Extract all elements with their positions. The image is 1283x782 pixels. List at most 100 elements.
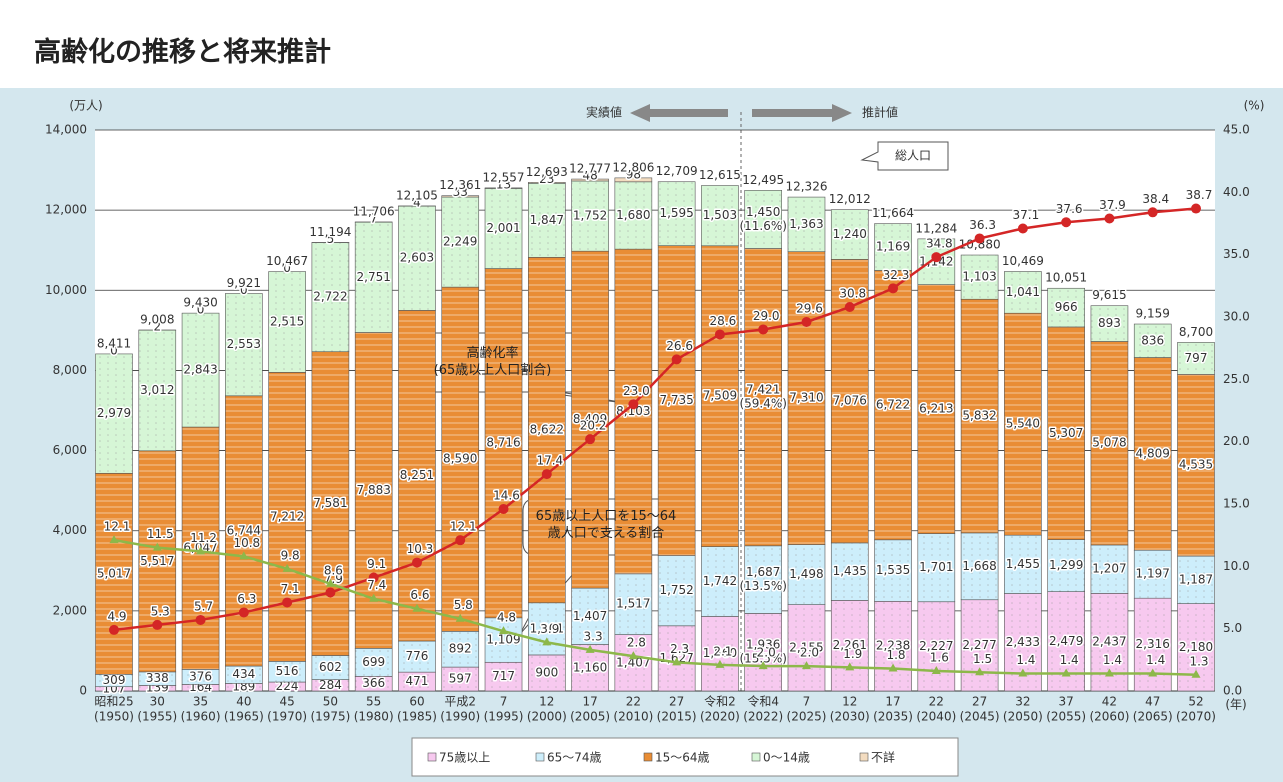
total-label: 10,469 <box>1002 254 1044 268</box>
line-point <box>542 637 552 646</box>
x-tick-label: 32 <box>1015 695 1030 709</box>
bar-segment <box>614 248 653 575</box>
bar-segment <box>95 353 133 474</box>
bar-segment <box>960 254 999 300</box>
line-label: 2.1 <box>713 644 732 658</box>
bar-label: 98 <box>626 167 641 181</box>
bar-segment <box>527 257 566 604</box>
line-point <box>1147 207 1158 218</box>
line-label: 10.8 <box>233 536 260 550</box>
line-label: 12.1 <box>450 520 477 534</box>
y-tick-label: 2,000 <box>53 603 87 617</box>
total-label: 11,284 <box>915 221 957 235</box>
bar-label: 2,979 <box>97 406 131 420</box>
line-label: 37.9 <box>1099 198 1126 212</box>
line-point <box>845 662 855 671</box>
x-tick-label: 7 <box>500 695 508 709</box>
line-label: 10.3 <box>407 542 434 556</box>
line-point <box>585 644 595 653</box>
bar-label: 7,883 <box>357 483 391 497</box>
x-tick-year: (2050) <box>1003 710 1043 724</box>
line-point <box>628 399 639 410</box>
x-tick-label: 55 <box>366 695 381 709</box>
total-label: 10,467 <box>266 254 308 268</box>
legend-swatch <box>535 752 545 762</box>
bar-label: 1,936 <box>746 638 780 652</box>
y-tick-label: 0 <box>79 684 87 698</box>
bar-label: 699 <box>362 655 385 669</box>
line-point <box>325 578 335 587</box>
line-point <box>801 316 812 327</box>
bar-segment <box>268 372 306 662</box>
bar-segment <box>484 268 523 619</box>
bar-segment <box>527 602 566 656</box>
total-label: 8,700 <box>1179 325 1213 339</box>
line-label: 4.9 <box>107 609 126 623</box>
y2-tick-label: 25.0 <box>1223 372 1250 386</box>
bar-segment <box>181 312 220 428</box>
line-label: 9.8 <box>281 548 300 562</box>
bar-label: 602 <box>319 660 342 674</box>
x-tick-year: (2022) <box>743 710 783 724</box>
bar-label: 1,240 <box>833 227 867 241</box>
line-label: 34.8 <box>926 237 953 251</box>
bar-segment <box>311 655 350 680</box>
total-callout-text: 総人口 <box>895 149 931 163</box>
bar-label: 7,212 <box>270 509 304 523</box>
bar-segment <box>484 661 523 692</box>
line-point <box>1191 203 1201 214</box>
bar-segment <box>874 270 912 541</box>
x-tick-label: 35 <box>193 695 208 709</box>
line-point <box>541 469 552 480</box>
bar-segment <box>874 601 912 692</box>
bar-label: 1,109 <box>486 633 520 647</box>
bar-label: 2,155 <box>789 640 823 654</box>
line-label: 1.4 <box>1016 653 1035 667</box>
x-tick-label: 27 <box>972 695 987 709</box>
bar-label: 797 <box>1185 351 1208 365</box>
bar-segment <box>830 600 869 692</box>
bar-label: 6,722 <box>876 398 910 412</box>
line-label: 1.4 <box>1060 653 1079 667</box>
total-label: 9,921 <box>227 276 261 290</box>
bar-label: 1,517 <box>616 597 650 611</box>
x-unit: (年) <box>1225 698 1246 712</box>
line-label: 5.8 <box>454 598 473 612</box>
bar-segment <box>874 223 912 271</box>
bar-label: 5,517 <box>140 554 174 568</box>
y2-tick-label: 20.0 <box>1223 434 1250 448</box>
bar-segment <box>917 533 956 603</box>
bar-segment <box>787 604 826 692</box>
bar-label: 3,012 <box>140 383 174 397</box>
bar-segment <box>917 601 956 692</box>
x-tick-year: (1970) <box>267 710 307 724</box>
bar-label: 309 <box>103 673 126 687</box>
x-tick-label: 12 <box>842 695 857 709</box>
bar-label: 516 <box>276 664 299 678</box>
line-label: 37.1 <box>1013 208 1040 222</box>
bar-label: 966 <box>1055 300 1078 314</box>
x-tick-label: 22 <box>626 695 641 709</box>
line-label: 30.8 <box>839 287 866 301</box>
line-point <box>152 619 163 630</box>
bar-label: 8,716 <box>486 436 520 450</box>
line-point <box>195 614 206 625</box>
line-point <box>672 657 682 666</box>
total-label: 8,411 <box>97 336 131 350</box>
bar-label: 1,301 <box>530 621 564 635</box>
line-point <box>455 535 466 546</box>
bar-segment <box>527 654 566 692</box>
line-label: 38.7 <box>1186 188 1213 202</box>
y2-unit: (%) <box>1244 99 1265 113</box>
line-label: 8.6 <box>324 563 343 577</box>
x-tick-label: 令和4 <box>747 694 779 709</box>
bar-segment <box>960 599 999 692</box>
y2-tick-label: 0.0 <box>1223 684 1242 698</box>
line-label: 5.3 <box>151 604 170 618</box>
bar-segment <box>138 329 177 452</box>
bar-label: 2,249 <box>443 235 477 249</box>
bar-segment <box>311 351 350 656</box>
x-tick-label: 40 <box>236 695 251 709</box>
y-tick-label: 8,000 <box>53 363 87 377</box>
total-label: 12,105 <box>396 188 438 202</box>
